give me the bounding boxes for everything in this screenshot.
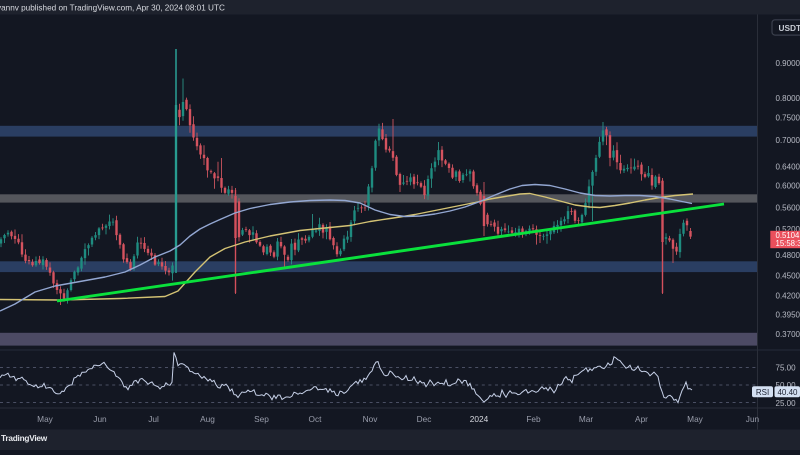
svg-text:Apr: Apr — [635, 414, 648, 424]
svg-text:0.4800: 0.4800 — [776, 251, 800, 260]
svg-text:Sep: Sep — [254, 414, 269, 424]
svg-text:2024: 2024 — [470, 414, 489, 424]
svg-text:0.9000: 0.9000 — [776, 59, 800, 68]
svg-text:75.00: 75.00 — [776, 364, 797, 373]
svg-text:40.40: 40.40 — [777, 388, 798, 397]
svg-text:15:58:32: 15:58:32 — [776, 239, 800, 248]
svg-text:0.6000: 0.6000 — [776, 182, 800, 191]
svg-text:Mar: Mar — [579, 414, 594, 424]
svg-text:0.8000: 0.8000 — [776, 94, 800, 103]
svg-text:Dec: Dec — [417, 414, 432, 424]
svg-text:0.7500: 0.7500 — [776, 114, 800, 123]
svg-text:0.5600: 0.5600 — [776, 204, 800, 213]
svg-text:yannv published on TradingView: yannv published on TradingView.com, Apr … — [0, 3, 225, 12]
svg-text:0.4200: 0.4200 — [776, 292, 800, 301]
svg-text:Jun: Jun — [93, 414, 107, 424]
svg-text:May: May — [687, 414, 704, 424]
svg-text:0.3950: 0.3950 — [776, 311, 800, 320]
svg-text:Aug: Aug — [200, 414, 215, 424]
svg-text:RSI: RSI — [756, 388, 769, 397]
svg-text:Nov: Nov — [363, 414, 379, 424]
svg-text:Oct: Oct — [309, 414, 323, 424]
svg-text:0.3700: 0.3700 — [776, 330, 800, 339]
svg-text:0.6400: 0.6400 — [776, 163, 800, 172]
svg-text:USDT: USDT — [779, 23, 800, 33]
svg-text:Jul: Jul — [148, 414, 159, 424]
svg-text:0.7000: 0.7000 — [776, 136, 800, 145]
svg-text:May: May — [37, 414, 54, 424]
svg-text:TradingView: TradingView — [1, 433, 48, 443]
svg-text:Jun: Jun — [746, 414, 760, 424]
svg-text:25.00: 25.00 — [776, 399, 797, 408]
svg-text:0.4500: 0.4500 — [776, 272, 800, 281]
svg-text:Feb: Feb — [526, 414, 541, 424]
